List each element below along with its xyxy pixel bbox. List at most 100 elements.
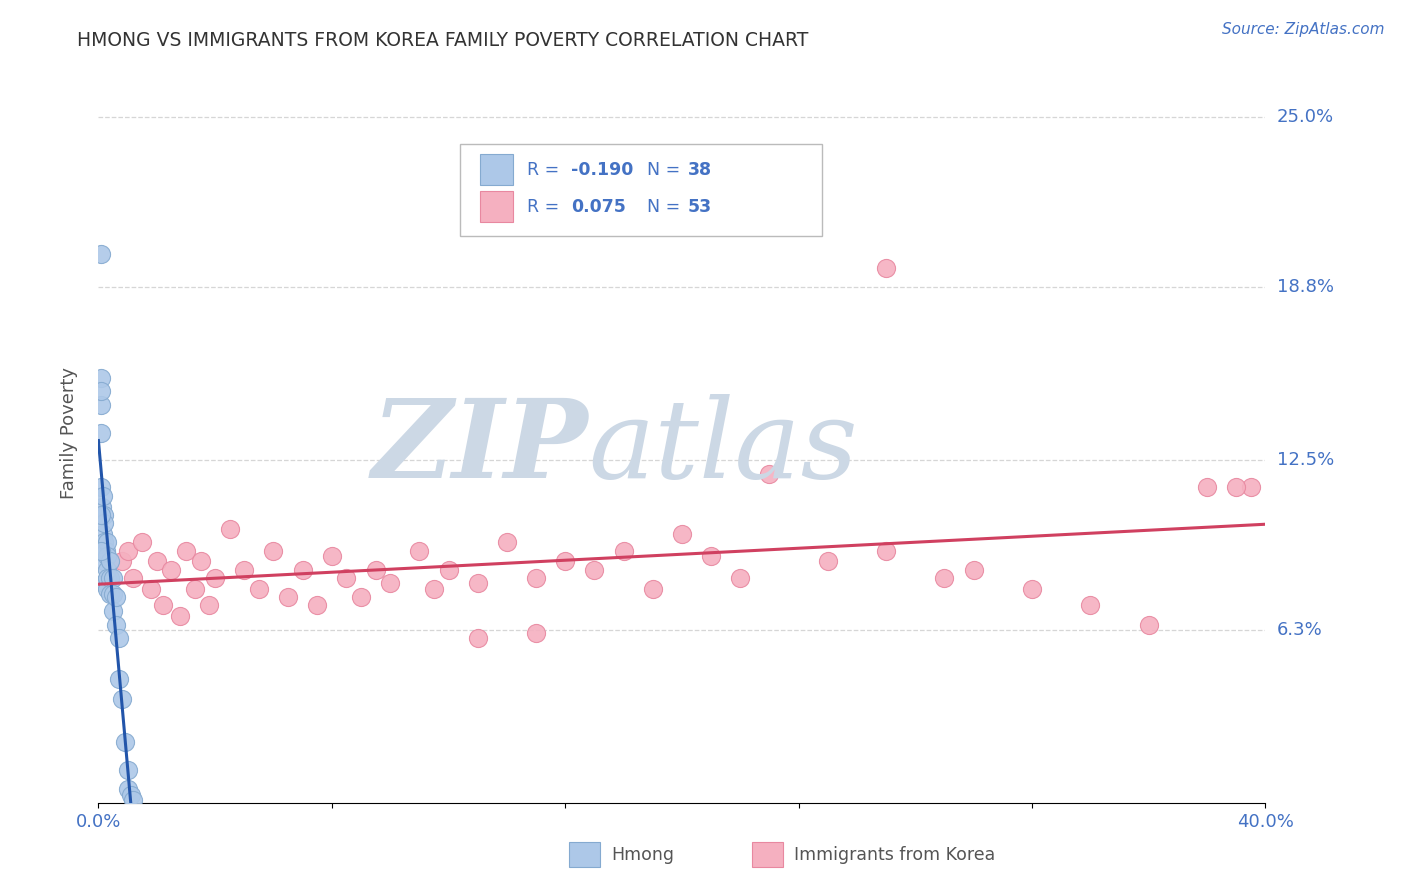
Point xyxy=(98,571,121,585)
Point xyxy=(160,563,183,577)
Point xyxy=(111,691,134,706)
Point xyxy=(93,535,115,549)
Text: R =: R = xyxy=(527,198,564,216)
Point xyxy=(91,527,114,541)
Text: 25.0%: 25.0% xyxy=(1277,108,1334,127)
Point xyxy=(247,582,270,596)
Point xyxy=(117,782,139,797)
Point xyxy=(233,563,256,577)
Point xyxy=(364,563,387,577)
Point xyxy=(104,617,127,632)
Point xyxy=(1021,582,1043,596)
Point xyxy=(934,571,956,585)
Point xyxy=(641,582,664,596)
Text: Immigrants from Korea: Immigrants from Korea xyxy=(794,846,995,863)
Point xyxy=(583,563,606,577)
Point xyxy=(671,527,693,541)
Point xyxy=(174,543,197,558)
Text: 53: 53 xyxy=(688,198,711,216)
Point xyxy=(131,535,153,549)
Point xyxy=(524,571,547,585)
Point xyxy=(94,543,117,558)
Point xyxy=(114,735,136,749)
Point xyxy=(554,554,576,568)
Point xyxy=(101,604,124,618)
Point xyxy=(96,571,118,585)
Point xyxy=(612,543,634,558)
Point xyxy=(111,554,134,568)
Text: 38: 38 xyxy=(688,161,711,178)
Point xyxy=(117,763,139,777)
Point xyxy=(120,788,142,802)
Point xyxy=(291,563,314,577)
Point xyxy=(122,793,145,807)
Point xyxy=(496,535,519,549)
Text: N =: N = xyxy=(647,198,686,216)
Point xyxy=(700,549,723,563)
Point xyxy=(277,590,299,604)
Text: R =: R = xyxy=(527,161,564,178)
Bar xyxy=(479,191,513,222)
Point xyxy=(98,554,121,568)
Point xyxy=(90,508,112,522)
Text: 0.075: 0.075 xyxy=(571,198,626,216)
Point xyxy=(758,467,780,481)
Point xyxy=(198,599,221,613)
Point xyxy=(93,508,115,522)
Point xyxy=(122,571,145,585)
Point xyxy=(1225,480,1247,494)
Text: ZIP: ZIP xyxy=(373,393,589,501)
Point xyxy=(90,480,112,494)
FancyBboxPatch shape xyxy=(460,144,823,236)
Text: Source: ZipAtlas.com: Source: ZipAtlas.com xyxy=(1222,22,1385,37)
Point xyxy=(817,554,839,568)
Point xyxy=(307,599,329,613)
Point xyxy=(90,543,112,558)
Point xyxy=(1195,480,1218,494)
Point xyxy=(467,632,489,646)
Point xyxy=(93,516,115,530)
Point xyxy=(408,543,430,558)
Point xyxy=(108,673,131,687)
Point xyxy=(90,425,112,440)
Point xyxy=(90,500,112,514)
Point xyxy=(101,587,124,601)
Point xyxy=(423,582,446,596)
Point xyxy=(90,384,112,399)
Point xyxy=(96,582,118,596)
Point xyxy=(875,543,897,558)
Text: 18.8%: 18.8% xyxy=(1277,278,1333,296)
Point xyxy=(90,398,112,412)
Text: 6.3%: 6.3% xyxy=(1277,621,1322,639)
Point xyxy=(467,576,489,591)
Text: Hmong: Hmong xyxy=(612,846,675,863)
Point xyxy=(117,543,139,558)
Point xyxy=(96,535,118,549)
Point xyxy=(262,543,284,558)
Bar xyxy=(479,154,513,186)
Point xyxy=(1137,617,1160,632)
Text: 12.5%: 12.5% xyxy=(1277,451,1334,469)
Point xyxy=(93,554,115,568)
Point xyxy=(91,489,114,503)
Text: HMONG VS IMMIGRANTS FROM KOREA FAMILY POVERTY CORRELATION CHART: HMONG VS IMMIGRANTS FROM KOREA FAMILY PO… xyxy=(77,31,808,50)
Text: N =: N = xyxy=(647,161,686,178)
Point xyxy=(101,571,124,585)
Point xyxy=(875,261,897,276)
Point xyxy=(108,632,131,646)
Point xyxy=(335,571,357,585)
Point xyxy=(218,522,240,536)
Point xyxy=(90,371,112,385)
Text: atlas: atlas xyxy=(589,393,858,501)
Point xyxy=(152,599,174,613)
Point xyxy=(139,582,162,596)
Point xyxy=(90,247,112,261)
Point xyxy=(93,576,115,591)
Point xyxy=(104,590,127,604)
Point xyxy=(146,554,169,568)
Point xyxy=(169,609,191,624)
Point xyxy=(730,571,752,585)
Point xyxy=(1080,599,1102,613)
Y-axis label: Family Poverty: Family Poverty xyxy=(59,367,77,499)
Point xyxy=(1240,480,1263,494)
